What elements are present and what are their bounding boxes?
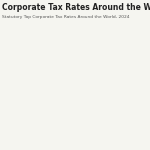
Text: Statutory Top Corporate Tax Rates Around the World, 2024: Statutory Top Corporate Tax Rates Around…	[2, 15, 129, 19]
Text: Corporate Tax Rates Around the World: Corporate Tax Rates Around the World	[2, 3, 150, 12]
